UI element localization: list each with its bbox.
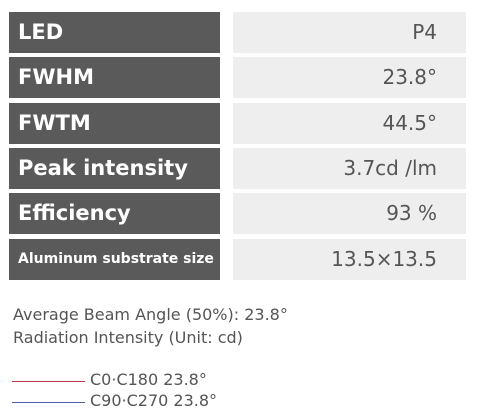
row-value: 93 % xyxy=(233,193,466,235)
row-value: 44.5° xyxy=(233,102,466,144)
legend-label: C0·C180 23.8° xyxy=(90,370,207,389)
table-row: Efficiency 93 % xyxy=(9,193,466,235)
legend-line xyxy=(12,381,85,382)
row-label: Efficiency xyxy=(9,193,220,235)
table-row: FWTM 44.5° xyxy=(9,102,466,144)
table-row: FWHM 23.8° xyxy=(9,57,466,99)
table-row: Aluminum substrate size 13.5×13.5 xyxy=(9,238,466,280)
row-value: 13.5×13.5 xyxy=(233,238,466,280)
table-row: LED P4 xyxy=(9,12,466,53)
row-label: FWTM xyxy=(9,102,220,144)
legend-line xyxy=(12,402,85,403)
row-label: Peak intensity xyxy=(9,147,220,189)
row-value: 3.7cd /lm xyxy=(233,147,466,189)
row-value: 23.8° xyxy=(233,57,466,99)
table-row: Peak intensity 3.7cd /lm xyxy=(9,147,466,189)
row-label: FWHM xyxy=(9,57,220,99)
note: Average Beam Angle (50%): 23.8° xyxy=(13,305,288,324)
legend-label: C90·C270 23.8° xyxy=(90,391,218,410)
row-value: P4 xyxy=(233,12,466,53)
row-label: Aluminum substrate size xyxy=(9,238,220,280)
note: Radiation Intensity (Unit: cd) xyxy=(13,328,243,347)
row-label: LED xyxy=(9,12,220,53)
